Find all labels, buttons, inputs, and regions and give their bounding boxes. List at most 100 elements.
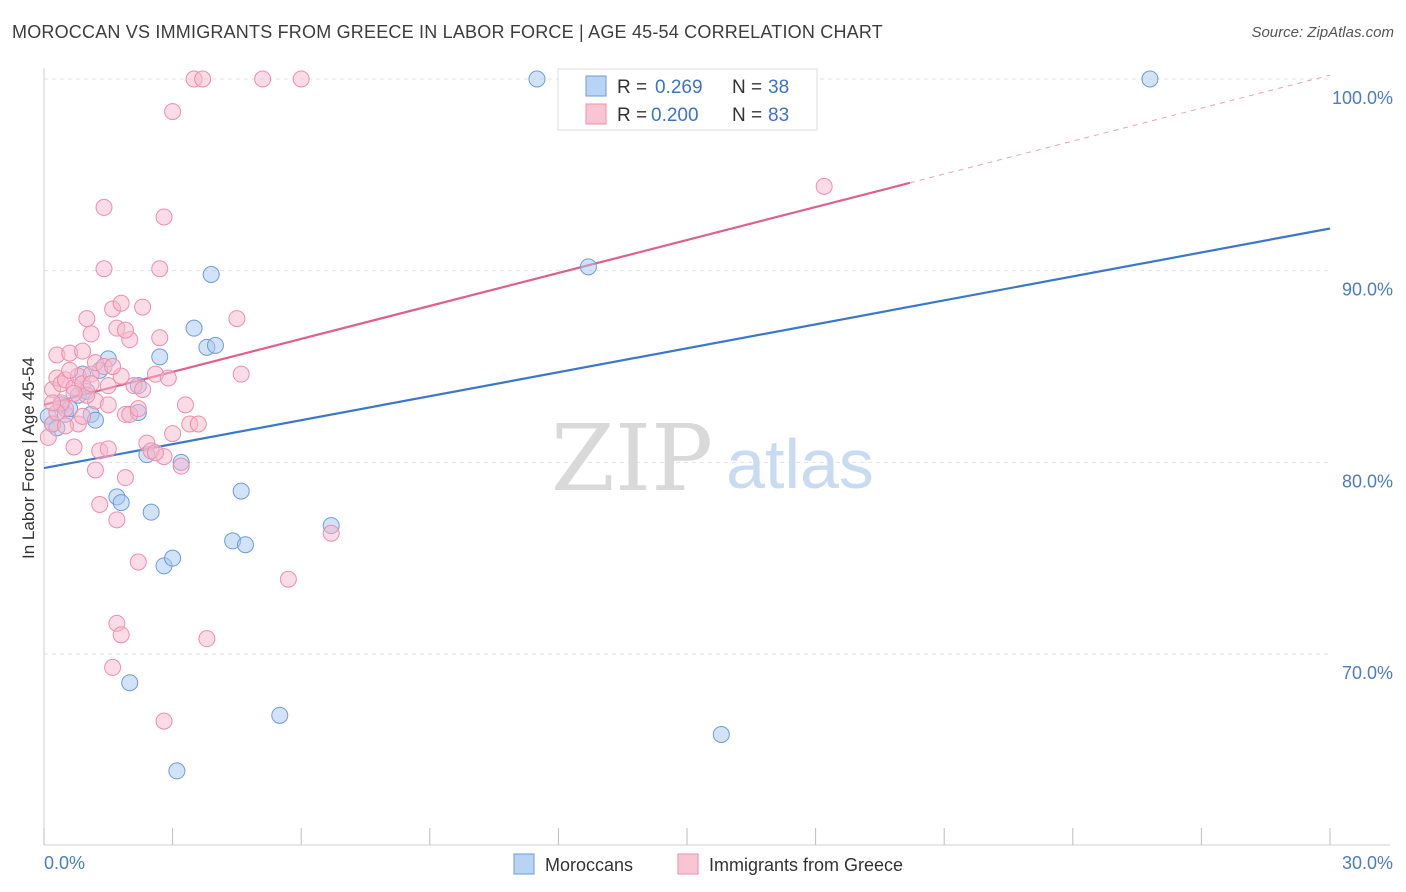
point-moroccans — [142, 503, 160, 521]
point-greece — [134, 298, 152, 316]
legend-swatch-greece — [585, 103, 607, 125]
legend-n-label-2: N = — [732, 105, 762, 126]
legend-n-value-2: 83 — [768, 105, 789, 126]
series-legend: Moroccans Immigrants from Greece — [513, 853, 903, 875]
trend-line-greece — [43, 181, 911, 406]
point-greece — [78, 310, 96, 328]
point-greece — [815, 177, 833, 195]
point-moroccans — [236, 536, 254, 554]
watermark-zip: ZIP — [551, 405, 713, 512]
series-label-greece: Immigrants from Greece — [709, 855, 903, 875]
point-greece — [112, 294, 130, 312]
point-greece — [104, 358, 122, 375]
point-greece — [198, 630, 216, 648]
point-greece — [95, 198, 113, 216]
point-greece — [292, 70, 310, 88]
trend-line-greece-extension — [909, 74, 1331, 184]
trend-line-moroccans — [43, 227, 1331, 470]
point-greece — [65, 438, 83, 456]
point-greece — [61, 361, 79, 379]
point-greece — [116, 321, 134, 339]
point-greece — [228, 310, 246, 328]
watermark: ZIP atlas — [551, 405, 874, 512]
y-tick-label: 90.0% — [1342, 280, 1393, 300]
legend-r-label-2: R = — [617, 105, 647, 126]
point-greece — [134, 381, 152, 398]
point-greece — [82, 375, 100, 393]
correlation-legend: R = 0.269 N = 38 R = 0.200 N = 83 — [557, 68, 818, 131]
y-tick-label: 70.0% — [1342, 663, 1393, 683]
data-points — [39, 70, 1159, 780]
point-greece — [146, 444, 164, 462]
point-greece — [44, 394, 62, 412]
legend-swatch-moroccans — [585, 75, 607, 97]
watermark-atlas: atlas — [726, 425, 874, 503]
point-greece — [151, 260, 169, 278]
legend-n-label-1: N = — [732, 77, 762, 98]
point-moroccans — [112, 494, 130, 512]
point-moroccans — [151, 348, 169, 366]
point-greece — [172, 457, 190, 475]
point-greece — [232, 365, 250, 383]
point-greece — [129, 553, 147, 571]
point-greece — [104, 658, 122, 676]
point-moroccans — [164, 549, 182, 567]
point-greece — [155, 712, 173, 730]
y-tick-label: 100.0% — [1332, 88, 1393, 108]
legend-r-value-2: 0.200 — [651, 105, 699, 126]
gridlines — [44, 78, 1330, 655]
series-swatch-greece — [677, 853, 699, 875]
point-greece — [164, 425, 182, 443]
x-tick-label-left: 0.0% — [44, 853, 85, 873]
point-greece — [155, 208, 173, 226]
source-credit: Source: ZipAtlas.com — [1251, 24, 1394, 41]
series-swatch-moroccans — [513, 853, 535, 875]
point-greece — [176, 396, 194, 414]
point-moroccans — [1141, 70, 1159, 88]
y-tick-label: 80.0% — [1342, 471, 1393, 491]
point-moroccans — [579, 258, 597, 276]
point-moroccans — [271, 706, 289, 724]
point-greece — [151, 329, 169, 347]
point-greece — [164, 103, 182, 121]
legend-r-value-1: 0.269 — [655, 77, 703, 98]
point-greece — [254, 70, 272, 88]
point-moroccans — [712, 726, 730, 743]
point-moroccans — [202, 266, 220, 283]
point-greece — [322, 524, 340, 542]
point-greece — [159, 369, 177, 387]
point-greece — [129, 400, 147, 418]
point-greece — [99, 440, 117, 458]
point-greece — [74, 342, 92, 360]
point-greece — [86, 461, 104, 479]
axes — [43, 68, 1390, 846]
tick-labels: 100.0% 90.0% 80.0% 70.0% 0.0% 30.0% — [44, 88, 1393, 873]
point-greece — [82, 325, 100, 343]
series-label-moroccans: Moroccans — [545, 855, 633, 875]
point-greece — [116, 469, 134, 487]
point-moroccans — [528, 70, 546, 88]
point-greece — [194, 70, 212, 88]
point-moroccans — [232, 482, 250, 500]
point-moroccans — [185, 319, 203, 337]
point-greece — [279, 570, 297, 588]
point-greece — [108, 511, 126, 529]
point-greece — [91, 496, 109, 513]
point-greece — [99, 377, 117, 395]
legend-n-value-1: 38 — [768, 77, 789, 98]
point-moroccans — [121, 674, 139, 692]
trend-lines — [43, 74, 1331, 470]
point-greece — [112, 626, 130, 644]
y-axis-label: In Labor Force | Age 45-54 — [19, 357, 38, 559]
point-greece — [99, 396, 117, 414]
point-greece — [74, 407, 92, 425]
point-greece — [56, 417, 74, 435]
x-tick-label-right: 30.0% — [1342, 853, 1393, 873]
point-moroccans — [206, 336, 224, 354]
chart-title: MOROCCAN VS IMMIGRANTS FROM GREECE IN LA… — [12, 22, 883, 42]
point-greece — [95, 260, 113, 278]
point-moroccans — [168, 762, 186, 780]
point-greece — [189, 415, 207, 433]
point-greece — [65, 384, 83, 402]
